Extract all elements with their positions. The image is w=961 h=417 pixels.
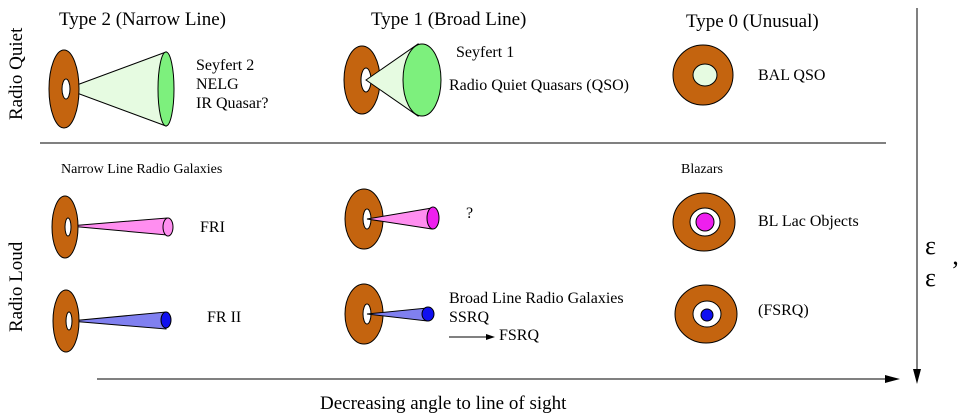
radio-loud-fri-type1-agn <box>344 188 440 250</box>
cone-end-blob <box>157 51 175 127</box>
label-fr-ii: FR II <box>207 309 242 326</box>
type2-quiet-labels: Seyfert 2 NELG IR Quasar? <box>196 56 268 113</box>
blob <box>700 308 714 322</box>
torus-hole <box>61 78 71 100</box>
row-header-radio-loud: Radio Loud <box>6 241 27 332</box>
radio-quiet-type1-agn <box>343 43 442 117</box>
blob <box>695 212 715 232</box>
radio-loud-blrg-agn <box>344 283 435 345</box>
epsilon-symbol-top: ε <box>925 231 936 260</box>
label-ssrq: SSRQ <box>449 309 490 326</box>
bottom-axis-label: Decreasing angle to line of sight <box>320 393 567 414</box>
prime-mark: ’ <box>951 256 960 285</box>
column-header-type2: Type 2 (Narrow Line) <box>59 9 226 30</box>
label-fsrq: (FSRQ) <box>758 302 809 319</box>
cone-end-blob <box>402 43 442 117</box>
radio-loud-fri-agn <box>51 195 174 259</box>
jet-end-blob <box>160 311 172 329</box>
torus-center <box>692 63 718 87</box>
label-blazars: Blazars <box>681 162 723 177</box>
jet-end-blob <box>426 206 440 230</box>
column-header-type1: Type 1 (Broad Line) <box>371 9 527 30</box>
epsilon-symbol-bottom: ε <box>925 263 936 292</box>
fsrq-arrowhead <box>486 334 495 340</box>
label-seyfert-2: Seyfert 2 <box>196 57 255 74</box>
jet-end-blob <box>421 306 435 322</box>
label-seyfert-1: Seyfert 1 <box>456 44 515 61</box>
label-narrow-line-radio-galaxies: Narrow Line Radio Galaxies <box>61 162 223 177</box>
jet <box>69 311 167 330</box>
label-fri: FRI <box>200 219 225 236</box>
label-broad-line-radio-galaxies: Broad Line Radio Galaxies <box>449 290 624 307</box>
radio-quiet-type2-agn <box>48 49 175 129</box>
blrg-labels: Broad Line Radio Galaxies SSRQ <box>449 289 624 327</box>
right-axis-arrowhead <box>913 369 921 384</box>
radio-loud-bl-lac-agn <box>672 192 736 252</box>
label-bl-lac-objects: BL Lac Objects <box>758 213 859 230</box>
torus-hole <box>64 217 72 237</box>
label-question-mark: ? <box>466 205 474 222</box>
label-ir-quasar: IR Quasar? <box>196 95 269 112</box>
bottom-axis-arrowhead <box>885 375 900 383</box>
label-bal-qso: BAL QSO <box>758 67 826 84</box>
radio-loud-fsrq-agn <box>674 284 738 344</box>
label-nelg: NELG <box>196 76 239 93</box>
column-header-type0: Type 0 (Unusual) <box>686 11 819 32</box>
jet-end-blob <box>162 217 174 237</box>
label-fsrq-arrow: FSRQ <box>499 327 540 344</box>
torus-hole <box>65 311 73 331</box>
row-header-radio-quiet: Radio Quiet <box>6 27 27 120</box>
label-radio-quiet-quasars: Radio Quiet Quasars (QSO) <box>449 77 629 94</box>
radio-loud-frii-agn <box>52 289 172 353</box>
torus-cone <box>64 51 167 127</box>
jet <box>68 217 168 236</box>
radio-quiet-type0-agn <box>672 44 734 106</box>
